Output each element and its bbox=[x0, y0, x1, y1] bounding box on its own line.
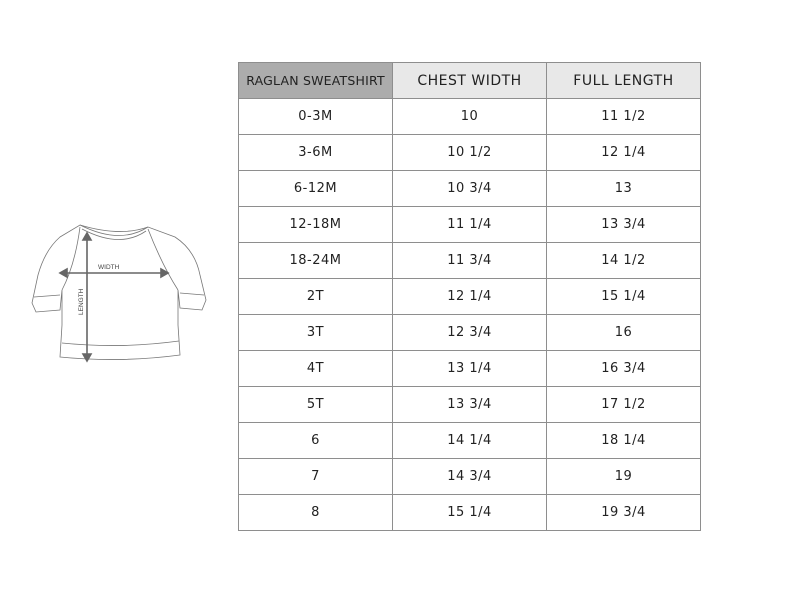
chest-width-cell: 14 1/4 bbox=[392, 422, 547, 459]
full-length-cell: 18 1/4 bbox=[546, 422, 701, 459]
size-cell: 6 bbox=[238, 422, 393, 459]
chest-width-cell: 11 3/4 bbox=[392, 242, 547, 279]
chest-width-cell: 14 3/4 bbox=[392, 458, 547, 495]
full-length-cell: 17 1/2 bbox=[546, 386, 701, 423]
table-header-row: RAGLAN SWEATSHIRT CHEST WIDTH FULL LENGT… bbox=[238, 62, 701, 99]
chest-width-cell: 12 1/4 bbox=[392, 278, 547, 315]
size-cell: 5T bbox=[238, 386, 393, 423]
chest-width-cell: 10 1/2 bbox=[392, 134, 547, 171]
full-length-cell: 19 bbox=[546, 458, 701, 495]
chest-width-cell: 15 1/4 bbox=[392, 494, 547, 531]
header-garment: RAGLAN SWEATSHIRT bbox=[238, 62, 393, 99]
table-row: 2T 12 1/4 15 1/4 bbox=[238, 278, 701, 315]
table-row: 3-6M 10 1/2 12 1/4 bbox=[238, 134, 701, 171]
table-row: 12-18M 11 1/4 13 3/4 bbox=[238, 206, 701, 243]
width-label: WIDTH bbox=[98, 264, 120, 271]
full-length-cell: 11 1/2 bbox=[546, 98, 701, 135]
full-length-cell: 13 3/4 bbox=[546, 206, 701, 243]
chest-width-cell: 13 1/4 bbox=[392, 350, 547, 387]
table-row: 6-12M 10 3/4 13 bbox=[238, 170, 701, 207]
size-cell: 18-24M bbox=[238, 242, 393, 279]
size-cell: 2T bbox=[238, 278, 393, 315]
size-cell: 8 bbox=[238, 494, 393, 531]
table-row: 5T 13 3/4 17 1/2 bbox=[238, 386, 701, 423]
size-chart-table: RAGLAN SWEATSHIRT CHEST WIDTH FULL LENGT… bbox=[238, 62, 701, 531]
sweatshirt-illustration: WIDTH LENGTH bbox=[31, 224, 207, 363]
chest-width-cell: 12 3/4 bbox=[392, 314, 547, 351]
sweatshirt-body bbox=[31, 224, 207, 360]
table-row: 3T 12 3/4 16 bbox=[238, 314, 701, 351]
table-row: 8 15 1/4 19 3/4 bbox=[238, 494, 701, 531]
chest-width-cell: 13 3/4 bbox=[392, 386, 547, 423]
full-length-cell: 14 1/2 bbox=[546, 242, 701, 279]
size-cell: 7 bbox=[238, 458, 393, 495]
table-row: 6 14 1/4 18 1/4 bbox=[238, 422, 701, 459]
chest-width-cell: 11 1/4 bbox=[392, 206, 547, 243]
header-chest-width: CHEST WIDTH bbox=[392, 62, 547, 99]
chest-width-cell: 10 bbox=[392, 98, 547, 135]
size-cell: 3-6M bbox=[238, 134, 393, 171]
size-cell: 12-18M bbox=[238, 206, 393, 243]
header-full-length: FULL LENGTH bbox=[546, 62, 701, 99]
full-length-cell: 19 3/4 bbox=[546, 494, 701, 531]
table-row: 18-24M 11 3/4 14 1/2 bbox=[238, 242, 701, 279]
full-length-cell: 12 1/4 bbox=[546, 134, 701, 171]
full-length-cell: 16 3/4 bbox=[546, 350, 701, 387]
full-length-cell: 13 bbox=[546, 170, 701, 207]
full-length-cell: 16 bbox=[546, 314, 701, 351]
table-row: 0-3M 10 11 1/2 bbox=[238, 98, 701, 135]
table-row: 7 14 3/4 19 bbox=[238, 458, 701, 495]
table-row: 4T 13 1/4 16 3/4 bbox=[238, 350, 701, 387]
length-label: LENGTH bbox=[78, 288, 85, 315]
size-cell: 6-12M bbox=[238, 170, 393, 207]
chest-width-cell: 10 3/4 bbox=[392, 170, 547, 207]
full-length-cell: 15 1/4 bbox=[546, 278, 701, 315]
size-cell: 4T bbox=[238, 350, 393, 387]
size-cell: 3T bbox=[238, 314, 393, 351]
size-cell: 0-3M bbox=[238, 98, 393, 135]
